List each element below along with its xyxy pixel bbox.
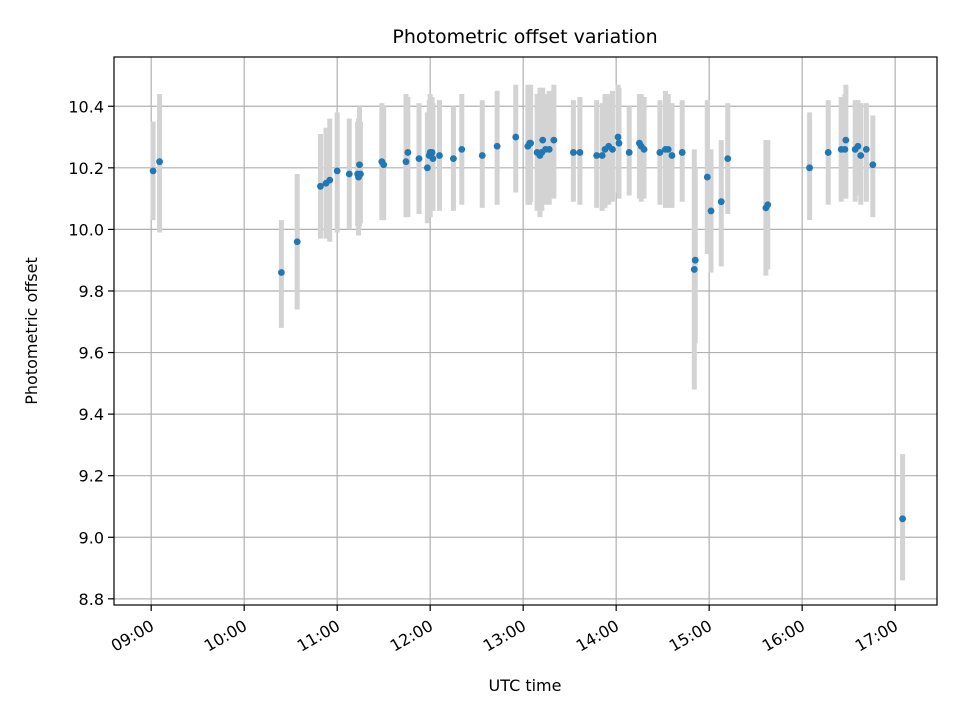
data-point [404, 149, 412, 156]
data-point [478, 152, 486, 159]
data-point [691, 256, 699, 264]
data-point [668, 152, 676, 159]
data-point [707, 207, 715, 215]
data-point [436, 152, 443, 159]
data-point [402, 158, 410, 166]
data-point [625, 149, 633, 156]
data-point [512, 133, 520, 141]
data-point [423, 164, 431, 172]
data-point [717, 198, 725, 206]
data-point [703, 173, 711, 181]
y-tick-label: 9.4 [79, 405, 104, 424]
data-point [317, 182, 324, 190]
chart-title: Photometric offset variation [392, 26, 657, 48]
data-point [277, 269, 285, 276]
data-point [598, 152, 606, 159]
data-point [380, 161, 388, 169]
data-point [764, 201, 772, 209]
y-tick-label: 9.8 [79, 282, 104, 301]
data-point [690, 266, 698, 273]
data-point [326, 176, 334, 184]
data-point [678, 149, 686, 156]
data-point [841, 145, 849, 153]
data-point [357, 170, 364, 178]
data-point [458, 145, 466, 153]
data-point [640, 145, 648, 153]
data-point [854, 142, 862, 150]
data-point [293, 238, 301, 246]
y-tick-label: 10.2 [68, 159, 104, 178]
grid-layer [114, 57, 937, 605]
data-point [149, 167, 157, 175]
data-point [493, 142, 501, 150]
data-point [615, 139, 623, 147]
data-point [842, 136, 850, 144]
data-point [824, 149, 832, 156]
data-point [345, 170, 353, 178]
data-point [862, 145, 870, 153]
data-point [593, 152, 601, 159]
data-point [356, 161, 363, 169]
y-tick-label: 9.6 [79, 344, 104, 363]
data-point [614, 133, 622, 141]
y-tick-label: 9.2 [79, 467, 104, 486]
data-point [333, 167, 341, 175]
plot-frame [113, 56, 938, 606]
data-point [857, 152, 865, 159]
data-point [415, 155, 423, 162]
x-axis-title: UTC time [489, 676, 562, 695]
y-tick-label: 10.0 [68, 220, 104, 239]
data-point [899, 515, 906, 523]
y-tick-label: 10.4 [68, 97, 104, 116]
data-point [450, 155, 457, 162]
data-point [545, 145, 553, 153]
data-point [569, 149, 577, 156]
data-point [609, 145, 616, 153]
data-point [527, 139, 535, 147]
y-axis-title: Photometric offset [22, 257, 41, 405]
data-point [550, 136, 558, 144]
point-layer [149, 133, 906, 523]
data-point [156, 158, 163, 166]
y-tick-label: 8.8 [79, 590, 104, 609]
data-point [428, 149, 436, 156]
data-point [576, 149, 584, 156]
data-point [429, 155, 437, 162]
data-point [724, 155, 732, 162]
data-point [656, 149, 664, 156]
data-point [806, 164, 813, 172]
data-point [664, 145, 672, 153]
data-point [539, 136, 547, 144]
y-tick-label: 9.0 [79, 528, 104, 547]
data-point [869, 161, 877, 169]
